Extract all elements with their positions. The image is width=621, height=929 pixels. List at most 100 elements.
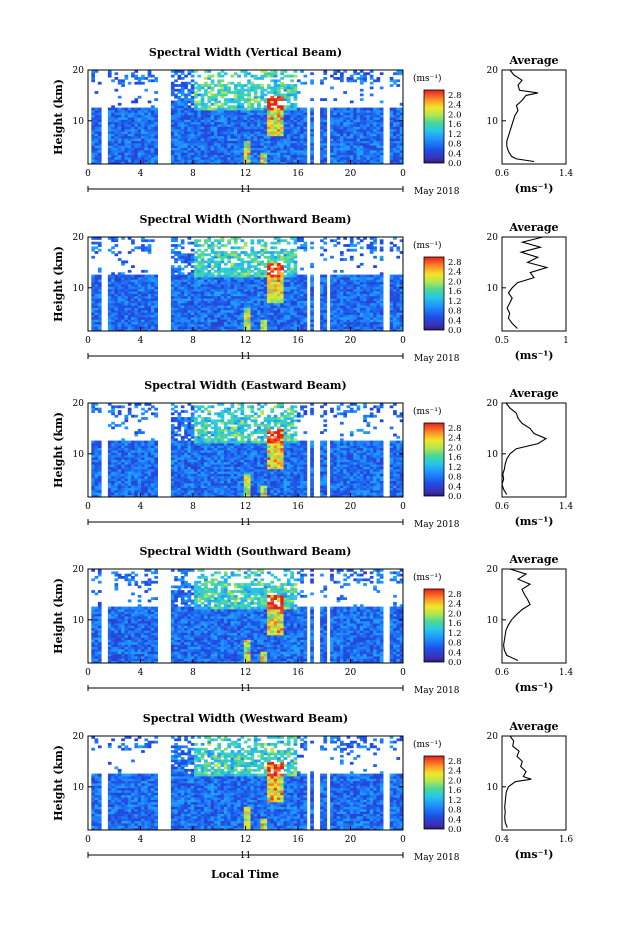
- colorbar-tick-label: 0.4: [448, 815, 462, 825]
- colorbar-tick-label: 0.8: [448, 639, 462, 649]
- colorbar-tick-label: 2.0: [448, 277, 462, 287]
- colorbar: [423, 755, 445, 830]
- colorbar-tick-label: 2.8: [448, 424, 462, 434]
- average-title: Average: [508, 553, 558, 566]
- x-tick-label: 16: [292, 169, 304, 179]
- heatmap: [91, 70, 404, 165]
- average-profile-line: [501, 402, 548, 495]
- colorbar-tick-label: 2.4: [448, 600, 462, 610]
- panel-3: Spectral Width (Southward Beam) 10 20 Heigh…: [52, 545, 573, 696]
- average-y-tick-label: 20: [487, 399, 499, 409]
- date-label: May 2018: [414, 354, 460, 364]
- average-x-label: (ms⁻¹): [515, 681, 554, 694]
- colorbar: [423, 256, 445, 331]
- x-tick-label: 12: [240, 336, 251, 346]
- average-frame: [501, 402, 567, 498]
- colorbar-tick-label: 0.8: [448, 473, 462, 483]
- x-tick-label: 16: [292, 336, 304, 346]
- heatmap: [91, 403, 404, 498]
- average-frame: [501, 69, 567, 165]
- average-x-tick-label: 0.4: [495, 835, 510, 845]
- colorbar-tick-label: 2.0: [448, 110, 462, 120]
- colorbar-tick-label: 0.4: [448, 149, 462, 159]
- day-label: 11: [240, 851, 251, 861]
- colorbar-tick-label: 2.4: [448, 268, 462, 278]
- x-tick-label: 8: [190, 336, 196, 346]
- average-title: Average: [508, 720, 558, 733]
- x-tick-label: 0: [400, 336, 406, 346]
- average-x-tick-label: 1: [563, 336, 569, 346]
- x-tick-label: 0: [400, 835, 406, 845]
- day-label: 11: [240, 518, 251, 528]
- colorbar-tick-label: 1.6: [448, 619, 462, 629]
- panel-title: Spectral Width (Southward Beam): [139, 545, 351, 558]
- y-tick-label: 10: [73, 450, 85, 460]
- y-tick-label: 20: [73, 66, 85, 76]
- average-frame: [501, 735, 567, 831]
- day-label: 11: [240, 684, 251, 694]
- average-x-tick-label: 0.6: [495, 169, 510, 179]
- average-y-tick-label: 20: [487, 66, 499, 76]
- average-x-tick-label: 1.4: [559, 502, 574, 512]
- y-axis-label: Height (km): [52, 745, 65, 821]
- x-tick-label: 16: [292, 835, 304, 845]
- average-y-tick-label: 10: [487, 783, 499, 793]
- average-x-tick-label: 1.4: [559, 169, 574, 179]
- y-tick-label: 10: [73, 284, 85, 294]
- x-tick-label: 12: [240, 502, 251, 512]
- date-label: May 2018: [414, 853, 460, 863]
- heatmap: [91, 569, 404, 664]
- colorbar-tick-label: 2.0: [448, 443, 462, 453]
- y-tick-label: 20: [73, 399, 85, 409]
- colorbar-tick-label: 0.8: [448, 307, 462, 317]
- date-label: May 2018: [414, 187, 460, 197]
- x-tick-label: 20: [345, 502, 357, 512]
- x-tick-label: 8: [190, 502, 196, 512]
- date-label: May 2018: [414, 686, 460, 696]
- x-tick-label: 0: [85, 169, 91, 179]
- x-tick-label: 4: [138, 835, 144, 845]
- heatmap: [91, 736, 404, 831]
- colorbar: [423, 422, 445, 497]
- colorbar-unit: (ms⁻¹): [413, 406, 442, 417]
- average-y-tick-label: 20: [487, 233, 499, 243]
- panel-title: Spectral Width (Eastward Beam): [144, 379, 346, 392]
- colorbar-tick-label: 1.2: [448, 297, 462, 307]
- y-tick-label: 10: [73, 117, 85, 127]
- y-axis-label: Height (km): [52, 578, 65, 654]
- average-frame: [501, 236, 567, 332]
- colorbar-tick-label: 2.0: [448, 609, 462, 619]
- x-tick-label: 20: [345, 336, 357, 346]
- x-tick-label: 0: [85, 336, 91, 346]
- average-title: Average: [508, 221, 558, 234]
- x-tick-label: 0: [400, 668, 406, 678]
- colorbar-tick-label: 1.2: [448, 796, 462, 806]
- panel-title: Spectral Width (Northward Beam): [140, 213, 352, 226]
- x-tick-label: 4: [138, 336, 144, 346]
- colorbar-tick-label: 0.0: [448, 658, 462, 668]
- x-tick-label: 0: [400, 169, 406, 179]
- y-tick-label: 20: [73, 565, 85, 575]
- y-tick-label: 20: [73, 233, 85, 243]
- date-label: May 2018: [414, 520, 460, 530]
- x-tick-label: 8: [190, 835, 196, 845]
- x-tick-label: 4: [138, 668, 144, 678]
- x-tick-label: 12: [240, 835, 251, 845]
- colorbar-tick-label: 1.2: [448, 629, 462, 639]
- x-tick-label: 4: [138, 169, 144, 179]
- average-y-tick-label: 10: [487, 117, 499, 127]
- panel-title: Spectral Width (Vertical Beam): [149, 46, 342, 59]
- average-profile-line: [506, 236, 549, 329]
- x-tick-label: 0: [85, 668, 91, 678]
- colorbar-tick-label: 0.4: [448, 482, 462, 492]
- panel-4: Spectral Width (Westward Beam) 10 20 Height…: [52, 712, 573, 863]
- average-y-tick-label: 10: [487, 450, 499, 460]
- y-axis-label: Height (km): [52, 412, 65, 488]
- colorbar-tick-label: 2.8: [448, 91, 462, 101]
- average-x-label: (ms⁻¹): [515, 848, 554, 861]
- x-tick-label: 16: [292, 502, 304, 512]
- colorbar-tick-label: 2.0: [448, 776, 462, 786]
- x-axis-label: Local Time: [211, 868, 279, 881]
- average-frame: [501, 568, 567, 664]
